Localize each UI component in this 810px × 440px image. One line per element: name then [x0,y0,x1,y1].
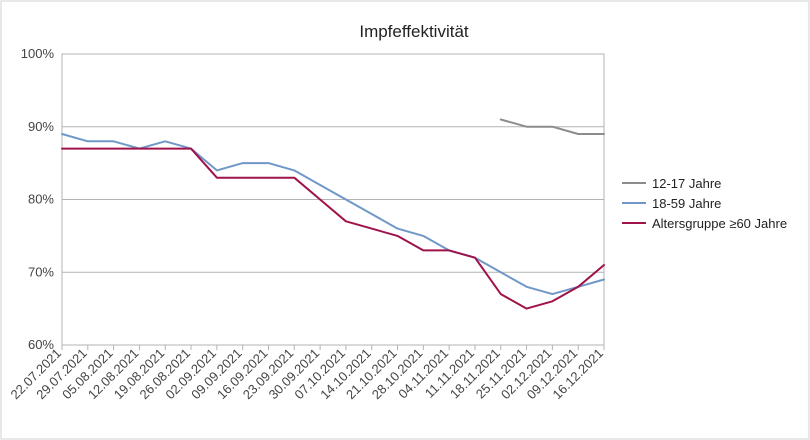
y-axis-ticks: 60% 70% 80% 90% 100% [21,46,55,352]
series-line [61,147,605,310]
y-tick-label: 70% [28,264,54,279]
legend-label: 12-17 Jahre [652,176,721,191]
series-lines [61,118,605,310]
plot-area-frame [61,53,605,346]
y-tick-label: 100% [21,46,55,61]
legend-label: Altersgruppe ≥60 Jahre [652,216,787,231]
legend-label: 18-59 Jahre [652,196,721,211]
series-line [61,133,605,296]
legend: 12-17 Jahre 18-59 Jahre Altersgruppe ≥60 J… [622,176,787,231]
y-tick-label: 90% [28,119,54,134]
y-tick-label: 80% [28,192,54,207]
y-tick-label: 60% [28,337,54,352]
chart-title: Impfeffektivität [359,22,469,41]
series-line [499,118,605,135]
